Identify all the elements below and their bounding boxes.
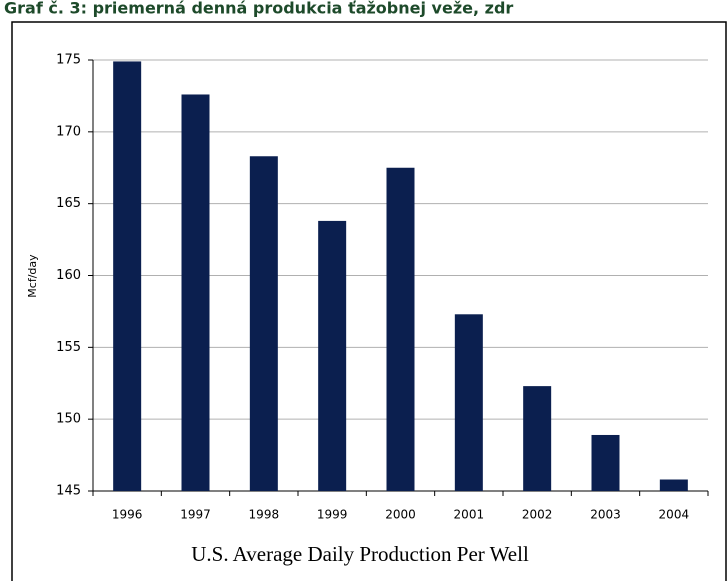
bar (591, 434, 620, 491)
x-tick-label: 1996 (112, 508, 143, 522)
bar (523, 386, 552, 491)
y-tick-label: 165 (56, 196, 81, 211)
y-tick-label: 170 (56, 124, 81, 139)
bar (659, 479, 688, 491)
bar (249, 156, 278, 492)
y-tick-label: 175 (56, 53, 81, 68)
x-tick-label: 1998 (249, 508, 280, 522)
x-tick-label: 2002 (522, 508, 553, 522)
bar (181, 94, 210, 491)
x-tick-label: 2003 (590, 508, 621, 522)
y-tick-label: 155 (56, 340, 81, 355)
chart-title: U.S. Average Daily Production Per Well (191, 542, 529, 566)
y-tick-label: 150 (56, 412, 81, 427)
bar (318, 220, 347, 491)
bar (454, 314, 483, 491)
x-tick-label: 2001 (454, 508, 485, 522)
y-tick-label: 145 (56, 484, 81, 499)
bar (113, 61, 142, 491)
x-tick-label: 1999 (317, 508, 348, 522)
x-tick-label: 2000 (385, 508, 416, 522)
y-tick-label: 160 (56, 268, 81, 283)
x-tick-label: 2004 (659, 508, 690, 522)
bar (386, 167, 415, 491)
caption: Graf č. 3: priemerná denná produkcia ťaž… (4, 0, 513, 18)
x-tick-label: 1997 (180, 508, 211, 522)
y-axis-label: Mcf/day (26, 254, 39, 298)
